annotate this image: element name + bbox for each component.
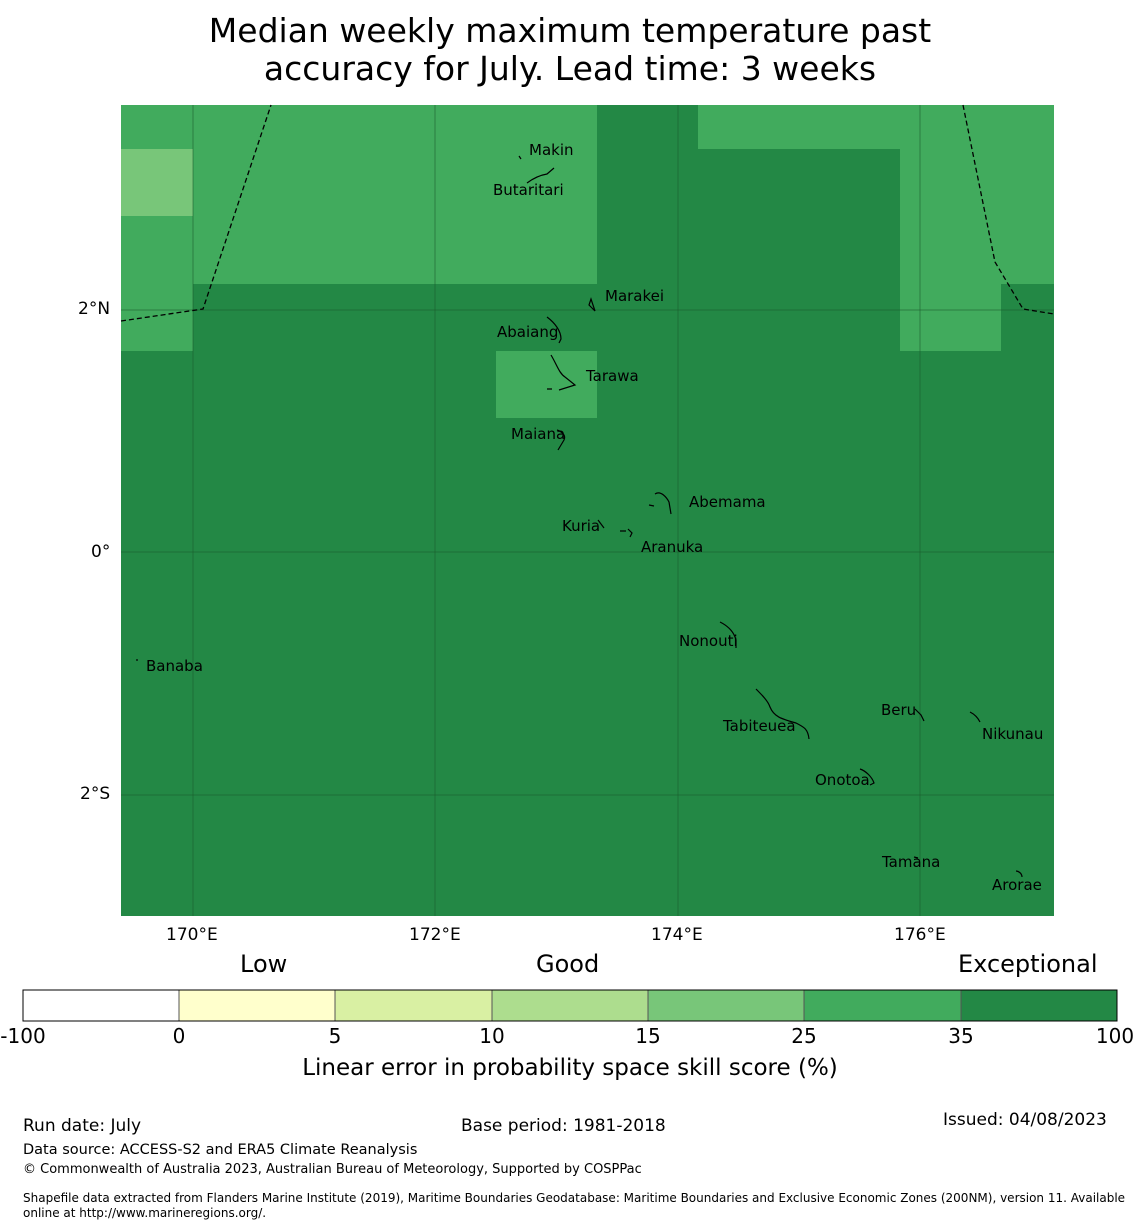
copyright: © Commonwealth of Australia 2023, Austra… — [23, 1162, 642, 1177]
island-label: Makin — [529, 141, 574, 159]
island-label: Tarawa — [585, 367, 639, 385]
skill-cell — [496, 351, 597, 418]
colorbar-bin — [335, 990, 492, 1021]
colorbar-bin — [961, 990, 1117, 1021]
island-label: Butaritari — [493, 181, 564, 199]
colorbar-category-good: Good — [536, 950, 599, 978]
island-label: Abaiang — [497, 323, 558, 341]
island-label: Arorae — [992, 876, 1042, 894]
x-tick-label: 170°E — [166, 925, 218, 945]
colorbar-tick: 35 — [948, 1024, 973, 1048]
island-label: Banaba — [146, 657, 203, 675]
skill-cell — [698, 105, 1054, 149]
x-tick-label: 174°E — [651, 925, 703, 945]
colorbar-tick: 15 — [635, 1024, 660, 1048]
skill-cell — [900, 149, 1054, 284]
colorbar-bin — [23, 990, 179, 1021]
data-source: Data source: ACCESS-S2 and ERA5 Climate … — [23, 1142, 417, 1158]
colorbar-bin — [492, 990, 648, 1021]
x-tick-label: 176°E — [894, 925, 946, 945]
base-period: Base period: 1981-2018 — [461, 1116, 666, 1136]
island-label: Maiana — [511, 425, 565, 443]
island-label: Tabiteuea — [722, 717, 796, 735]
skill-cell — [121, 284, 193, 351]
island-label: Aranuka — [641, 538, 703, 556]
colorbar-tick: 0 — [173, 1024, 186, 1048]
colorbar-label: Linear error in probability space skill … — [0, 1055, 1140, 1081]
skill-cell — [900, 284, 1001, 351]
colorbar-bin — [648, 990, 804, 1021]
island-label: Marakei — [605, 287, 664, 305]
x-tick-label: 172°E — [409, 925, 461, 945]
y-tick-label: 2°N — [78, 299, 110, 319]
island-label: Nonouti — [679, 632, 738, 650]
colorbar-category-exceptional: Exceptional — [958, 950, 1098, 978]
colorbar-tick: 100 — [1096, 1024, 1134, 1048]
colorbar-tick: -100 — [0, 1024, 45, 1048]
run-date: Run date: July — [23, 1116, 141, 1136]
colorbar — [23, 990, 1117, 1021]
issued-date: Issued: 04/08/2023 — [943, 1110, 1107, 1130]
shapefile-credit-line1: Shapefile data extracted from Flanders M… — [23, 1191, 1125, 1205]
island-label: Tamana — [881, 853, 940, 871]
colorbar-tick: 25 — [791, 1024, 816, 1048]
colorbar-tick: 5 — [329, 1024, 342, 1048]
island-label: Beru — [881, 701, 916, 719]
skill-cell — [121, 149, 193, 216]
island-label: Onotoa — [815, 771, 870, 789]
island-label: Abemama — [689, 493, 766, 511]
shapefile-credit-line2: online at http://www.marineregions.org/. — [23, 1206, 266, 1220]
island-label: Kuria — [562, 517, 600, 535]
colorbar-bin — [179, 990, 335, 1021]
colorbar-category-low: Low — [240, 950, 287, 978]
colorbar-bin — [804, 990, 961, 1021]
y-tick-label: 2°S — [80, 784, 110, 804]
island-label: Nikunau — [982, 725, 1043, 743]
colorbar-tick: 10 — [479, 1024, 504, 1048]
y-tick-label: 0° — [91, 542, 110, 562]
